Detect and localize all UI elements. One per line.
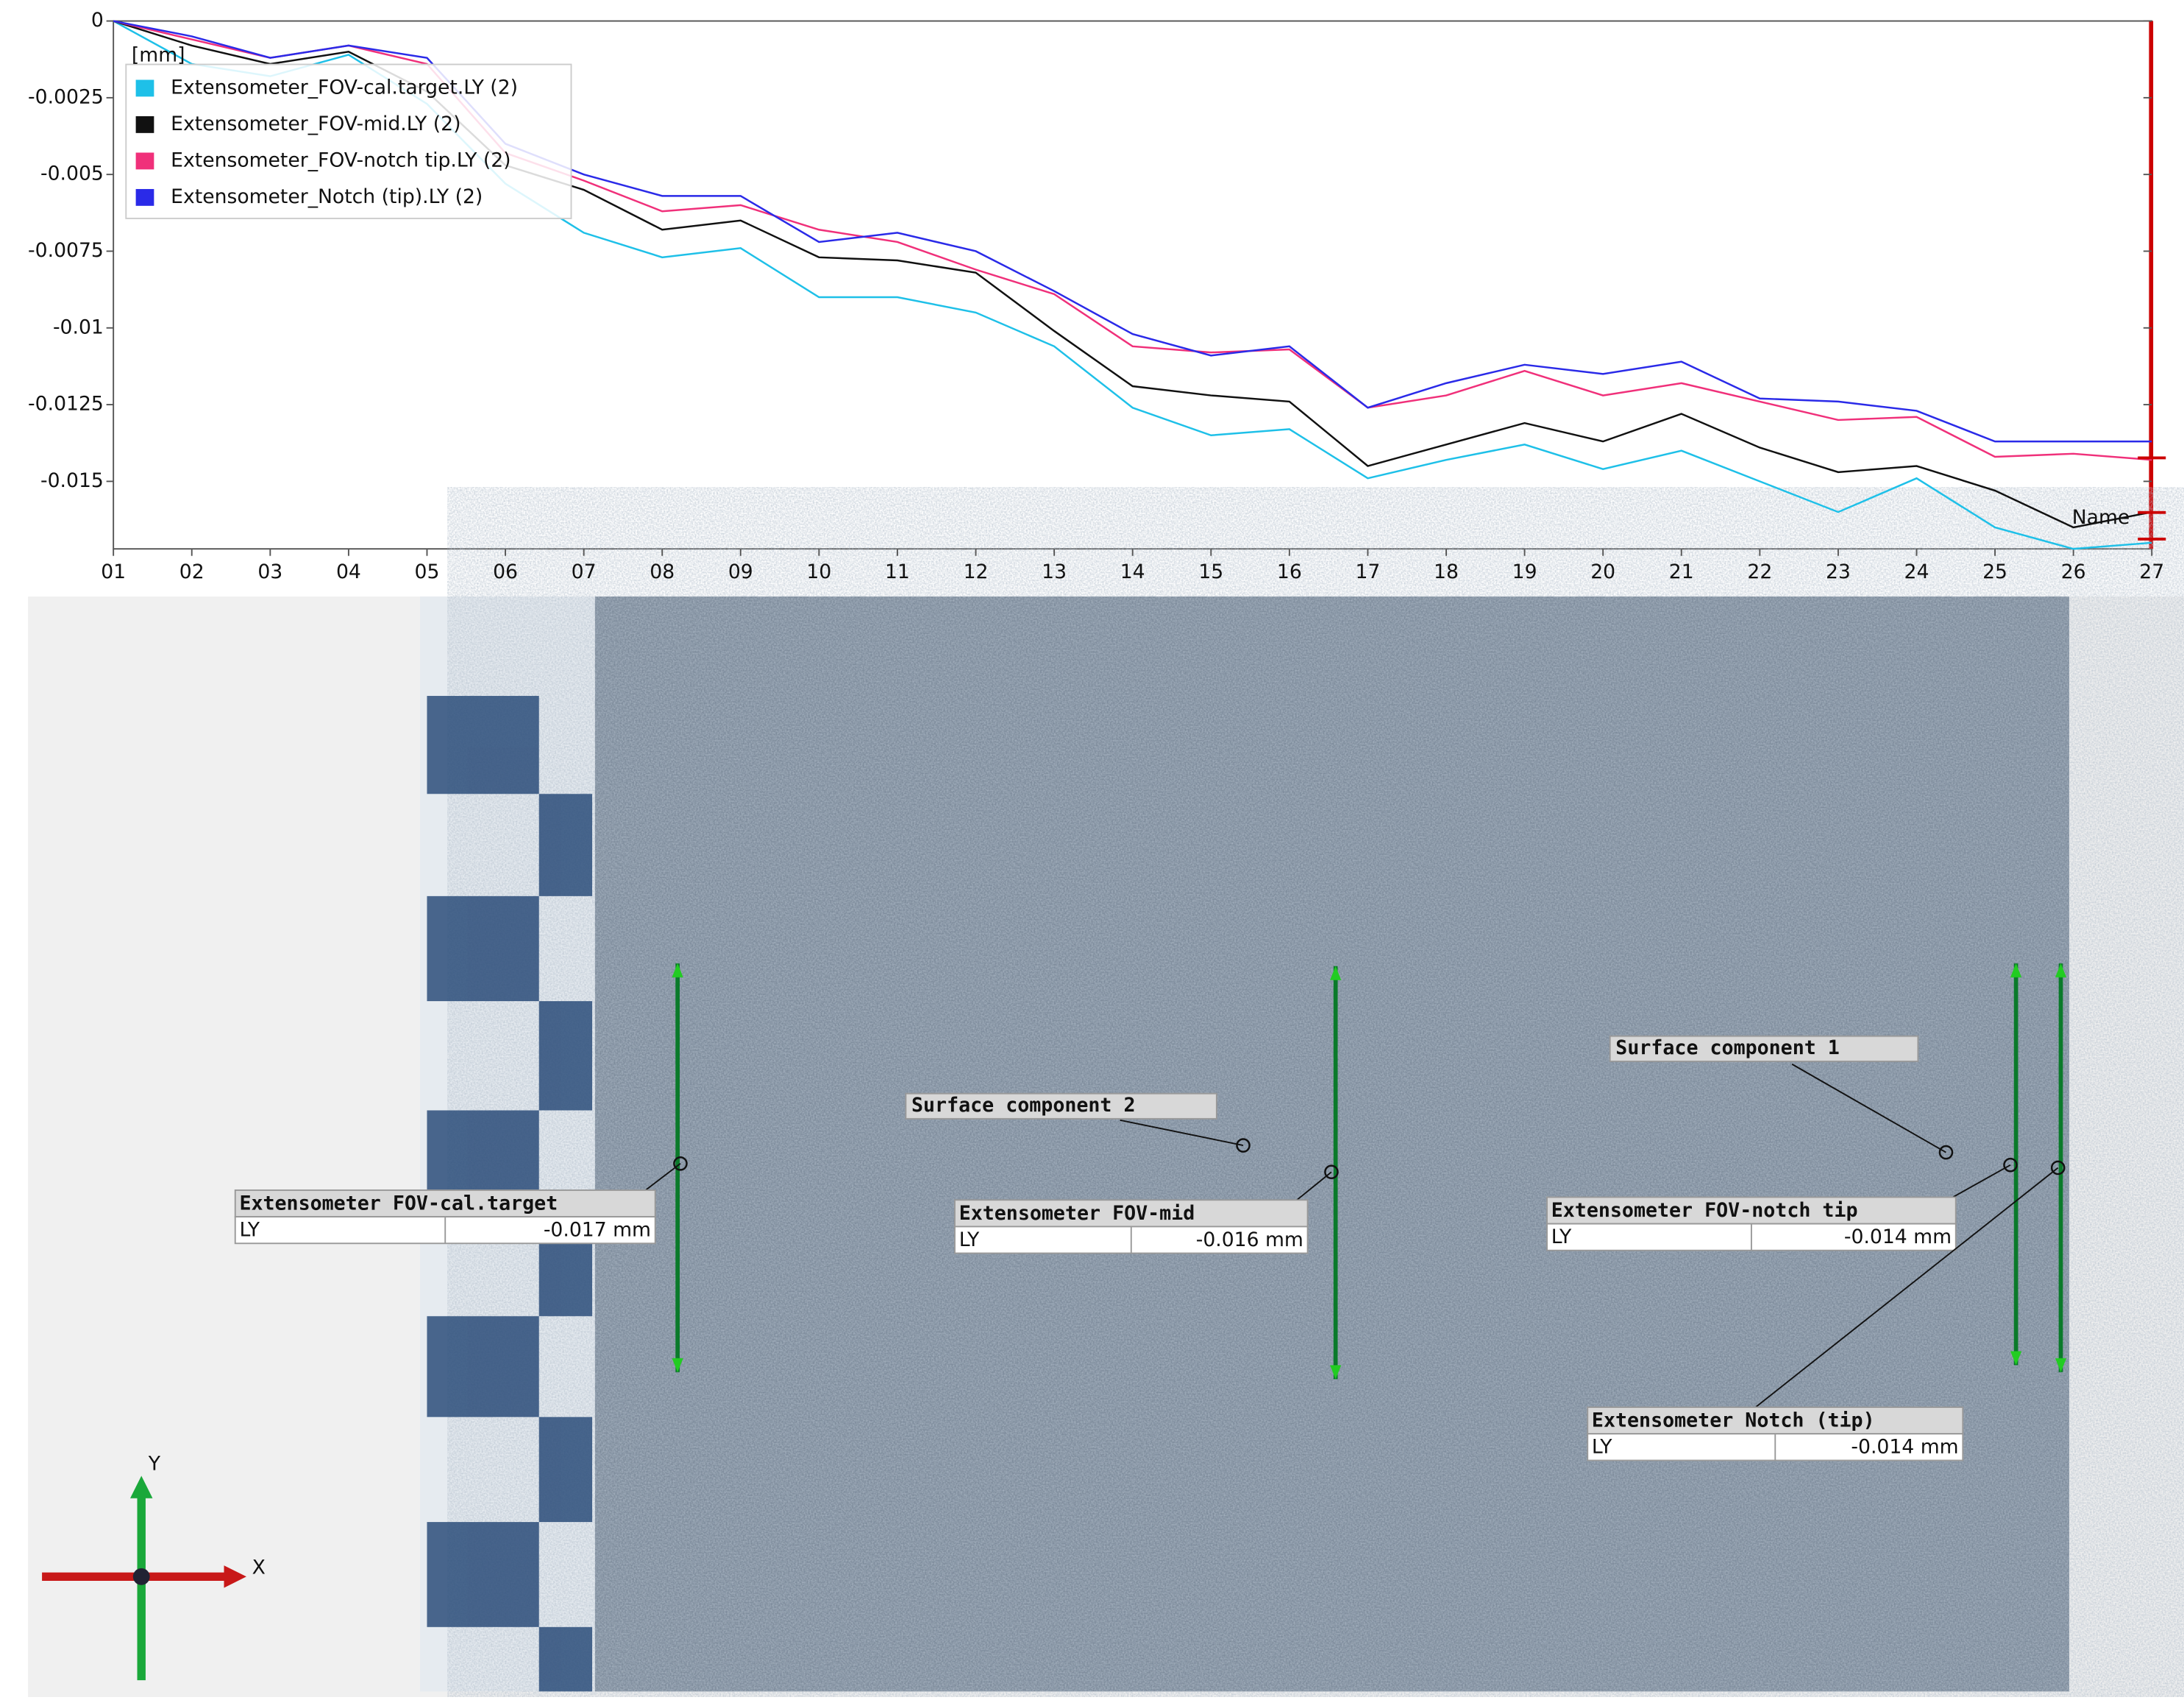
x-tick-label: 15 — [1198, 561, 1223, 583]
x-tick-label: 11 — [885, 561, 910, 583]
legend-swatch — [135, 152, 154, 170]
extensometer-arrow — [1330, 1365, 1342, 1379]
point — [1324, 1164, 1339, 1180]
extensometer-arrow — [2010, 1351, 2022, 1365]
extensometer-value: -0.017 mm — [544, 1219, 651, 1242]
speckle-pattern — [594, 596, 2069, 1692]
unit-label: [mm] — [132, 44, 185, 67]
x-tick-label: 18 — [1434, 561, 1459, 583]
cursor-label: Name — [2072, 506, 2130, 529]
leader-line — [1120, 1119, 1244, 1146]
x-tick-label: 21 — [1669, 561, 1694, 583]
y-tick-label: 0 — [91, 9, 104, 32]
legend-swatch — [135, 188, 154, 206]
extensometer-quantity: LY — [239, 1219, 260, 1242]
annotation-box — [905, 1092, 1217, 1120]
label-header — [1587, 1406, 1964, 1435]
legend-label: Extensometer_FOV-notch tip.LY (2) — [171, 149, 511, 171]
legend-swatch — [135, 79, 154, 97]
x-tick-label: 20 — [1590, 561, 1615, 583]
leader-line — [1791, 1063, 1946, 1153]
y-tick-label: -0.0025 — [28, 85, 104, 108]
point — [1236, 1138, 1251, 1153]
x-tick-label: 27 — [2139, 561, 2164, 583]
x-tick-label: 24 — [1904, 561, 1929, 583]
annotation-label: Surface component 1 — [1615, 1036, 1840, 1059]
label-header — [234, 1189, 656, 1218]
extensometer-quantity: LY — [959, 1228, 980, 1251]
extensometer-name: Extensometer Notch (tip) — [1592, 1409, 1875, 1432]
leader-line — [1755, 1167, 2059, 1408]
y-tick-label: -0.015 — [40, 469, 104, 492]
extensometer-quantity: LY — [1551, 1226, 1572, 1248]
extensometer-quantity: LY — [1592, 1436, 1612, 1459]
x-tick-label: 16 — [1277, 561, 1302, 583]
legend — [125, 63, 572, 219]
x-tick-label: 06 — [493, 561, 518, 583]
y-tick-label: -0.0075 — [28, 239, 104, 262]
legend-label: Extensometer_Notch (tip).LY (2) — [171, 185, 483, 208]
point — [1938, 1145, 1954, 1160]
y-tick-label: -0.005 — [40, 163, 104, 185]
x-tick-label: 08 — [650, 561, 675, 583]
x-tick-label: 09 — [728, 561, 753, 583]
x-tick-label: 25 — [1982, 561, 2007, 583]
x-tick-label: 05 — [415, 561, 440, 583]
label-header — [1546, 1196, 1957, 1225]
annotation-label: Surface component 2 — [911, 1094, 1136, 1117]
extensometer-arrow — [2055, 963, 2067, 978]
x-tick-label: 23 — [1826, 561, 1851, 583]
x-tick-label: 04 — [336, 561, 361, 583]
image-viewer — [28, 596, 2184, 1697]
x-tick-label: 02 — [179, 561, 204, 583]
x-tick-label: 12 — [964, 561, 989, 583]
y-tick-label: -0.01 — [53, 316, 104, 338]
x-tick-label: 13 — [1042, 561, 1067, 583]
x-tick-label: 17 — [1355, 561, 1380, 583]
coordinate-triad — [42, 1476, 246, 1681]
x-tick-label: 03 — [257, 561, 282, 583]
x-tick-label: 01 — [101, 561, 126, 583]
legend-swatch — [135, 115, 154, 133]
extensometer-value: -0.014 mm — [1851, 1436, 1958, 1459]
extensometer-arrow — [2010, 963, 2022, 978]
point — [673, 1156, 688, 1171]
extensometer-arrow — [672, 1358, 683, 1373]
y-tick-label: -0.0125 — [28, 393, 104, 416]
extensometer-name: Extensometer FOV-notch tip — [1551, 1199, 1858, 1222]
point — [2003, 1157, 2018, 1173]
extensometer-name: Extensometer FOV-mid — [959, 1202, 1195, 1225]
extensometer-name: Extensometer FOV-cal.target — [239, 1192, 558, 1214]
x-tick-label: 07 — [572, 561, 597, 583]
cursor-bar — [2149, 21, 2154, 550]
annotation-box — [1609, 1035, 1919, 1062]
legend-label: Extensometer_FOV-mid.LY (2) — [171, 113, 460, 135]
axis-label-x: X — [252, 1556, 266, 1579]
extensometer-value: -0.016 mm — [1196, 1228, 1303, 1251]
extensometer-value: -0.014 mm — [1844, 1226, 1952, 1248]
x-tick-label: 14 — [1120, 561, 1145, 583]
x-tick-label: 26 — [2061, 561, 2086, 583]
extensometer-arrow — [1330, 966, 1342, 981]
axis-label-y: Y — [148, 1453, 161, 1476]
legend-label: Extensometer_FOV-cal.target.LY (2) — [171, 76, 518, 99]
extensometer-arrow — [2055, 1358, 2067, 1373]
point — [2050, 1160, 2066, 1176]
extensometer-arrow — [672, 963, 683, 978]
x-tick-label: 10 — [806, 561, 831, 583]
x-tick-label: 22 — [1747, 561, 1772, 583]
x-tick-label: 19 — [1512, 561, 1537, 583]
